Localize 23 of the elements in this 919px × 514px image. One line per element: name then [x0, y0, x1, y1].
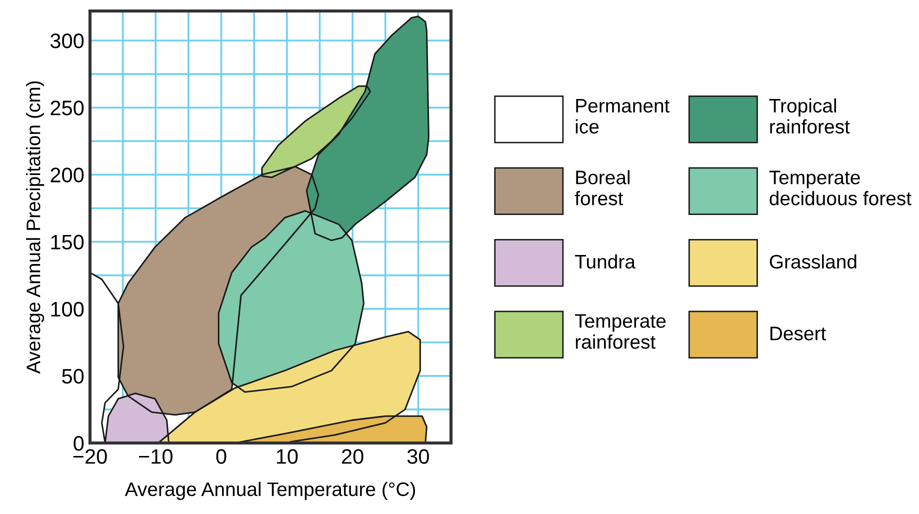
y-tick-label: 150 [51, 234, 84, 250]
legend-label: Tropical rainforest [769, 98, 850, 134]
y-tick-label: 250 [50, 100, 84, 116]
y-tick-label: 0 [74, 436, 84, 451]
x-tick-label: 10 [276, 449, 298, 464]
y-tick-label: 200 [50, 168, 84, 182]
legend-label: Tundra [575, 254, 636, 269]
legend-label: Boreal forest [574, 170, 630, 206]
legend-label: Temperate rainforest [575, 314, 666, 349]
x-tick-label: −20 [73, 449, 107, 464]
legend-label: Desert [770, 326, 826, 340]
legend-label: Permanent ice [576, 99, 670, 134]
x-tick-label: −10 [138, 449, 172, 464]
y-axis-title: Average Annual Precipitation (cm) [26, 81, 44, 374]
legend-label: Grassland [770, 254, 856, 269]
y-tick-label: 100 [51, 302, 84, 317]
x-tick-label: 0 [216, 449, 226, 464]
x-tick-label: 20 [342, 449, 364, 464]
legend-label: Temperate deciduous forest [769, 170, 912, 206]
y-tick-label: 50 [62, 368, 84, 384]
x-tick-label: 30 [407, 449, 429, 464]
y-tick-label: 300 [50, 34, 84, 48]
x-axis-title: Average Annual Temperature (°C) [124, 482, 415, 500]
